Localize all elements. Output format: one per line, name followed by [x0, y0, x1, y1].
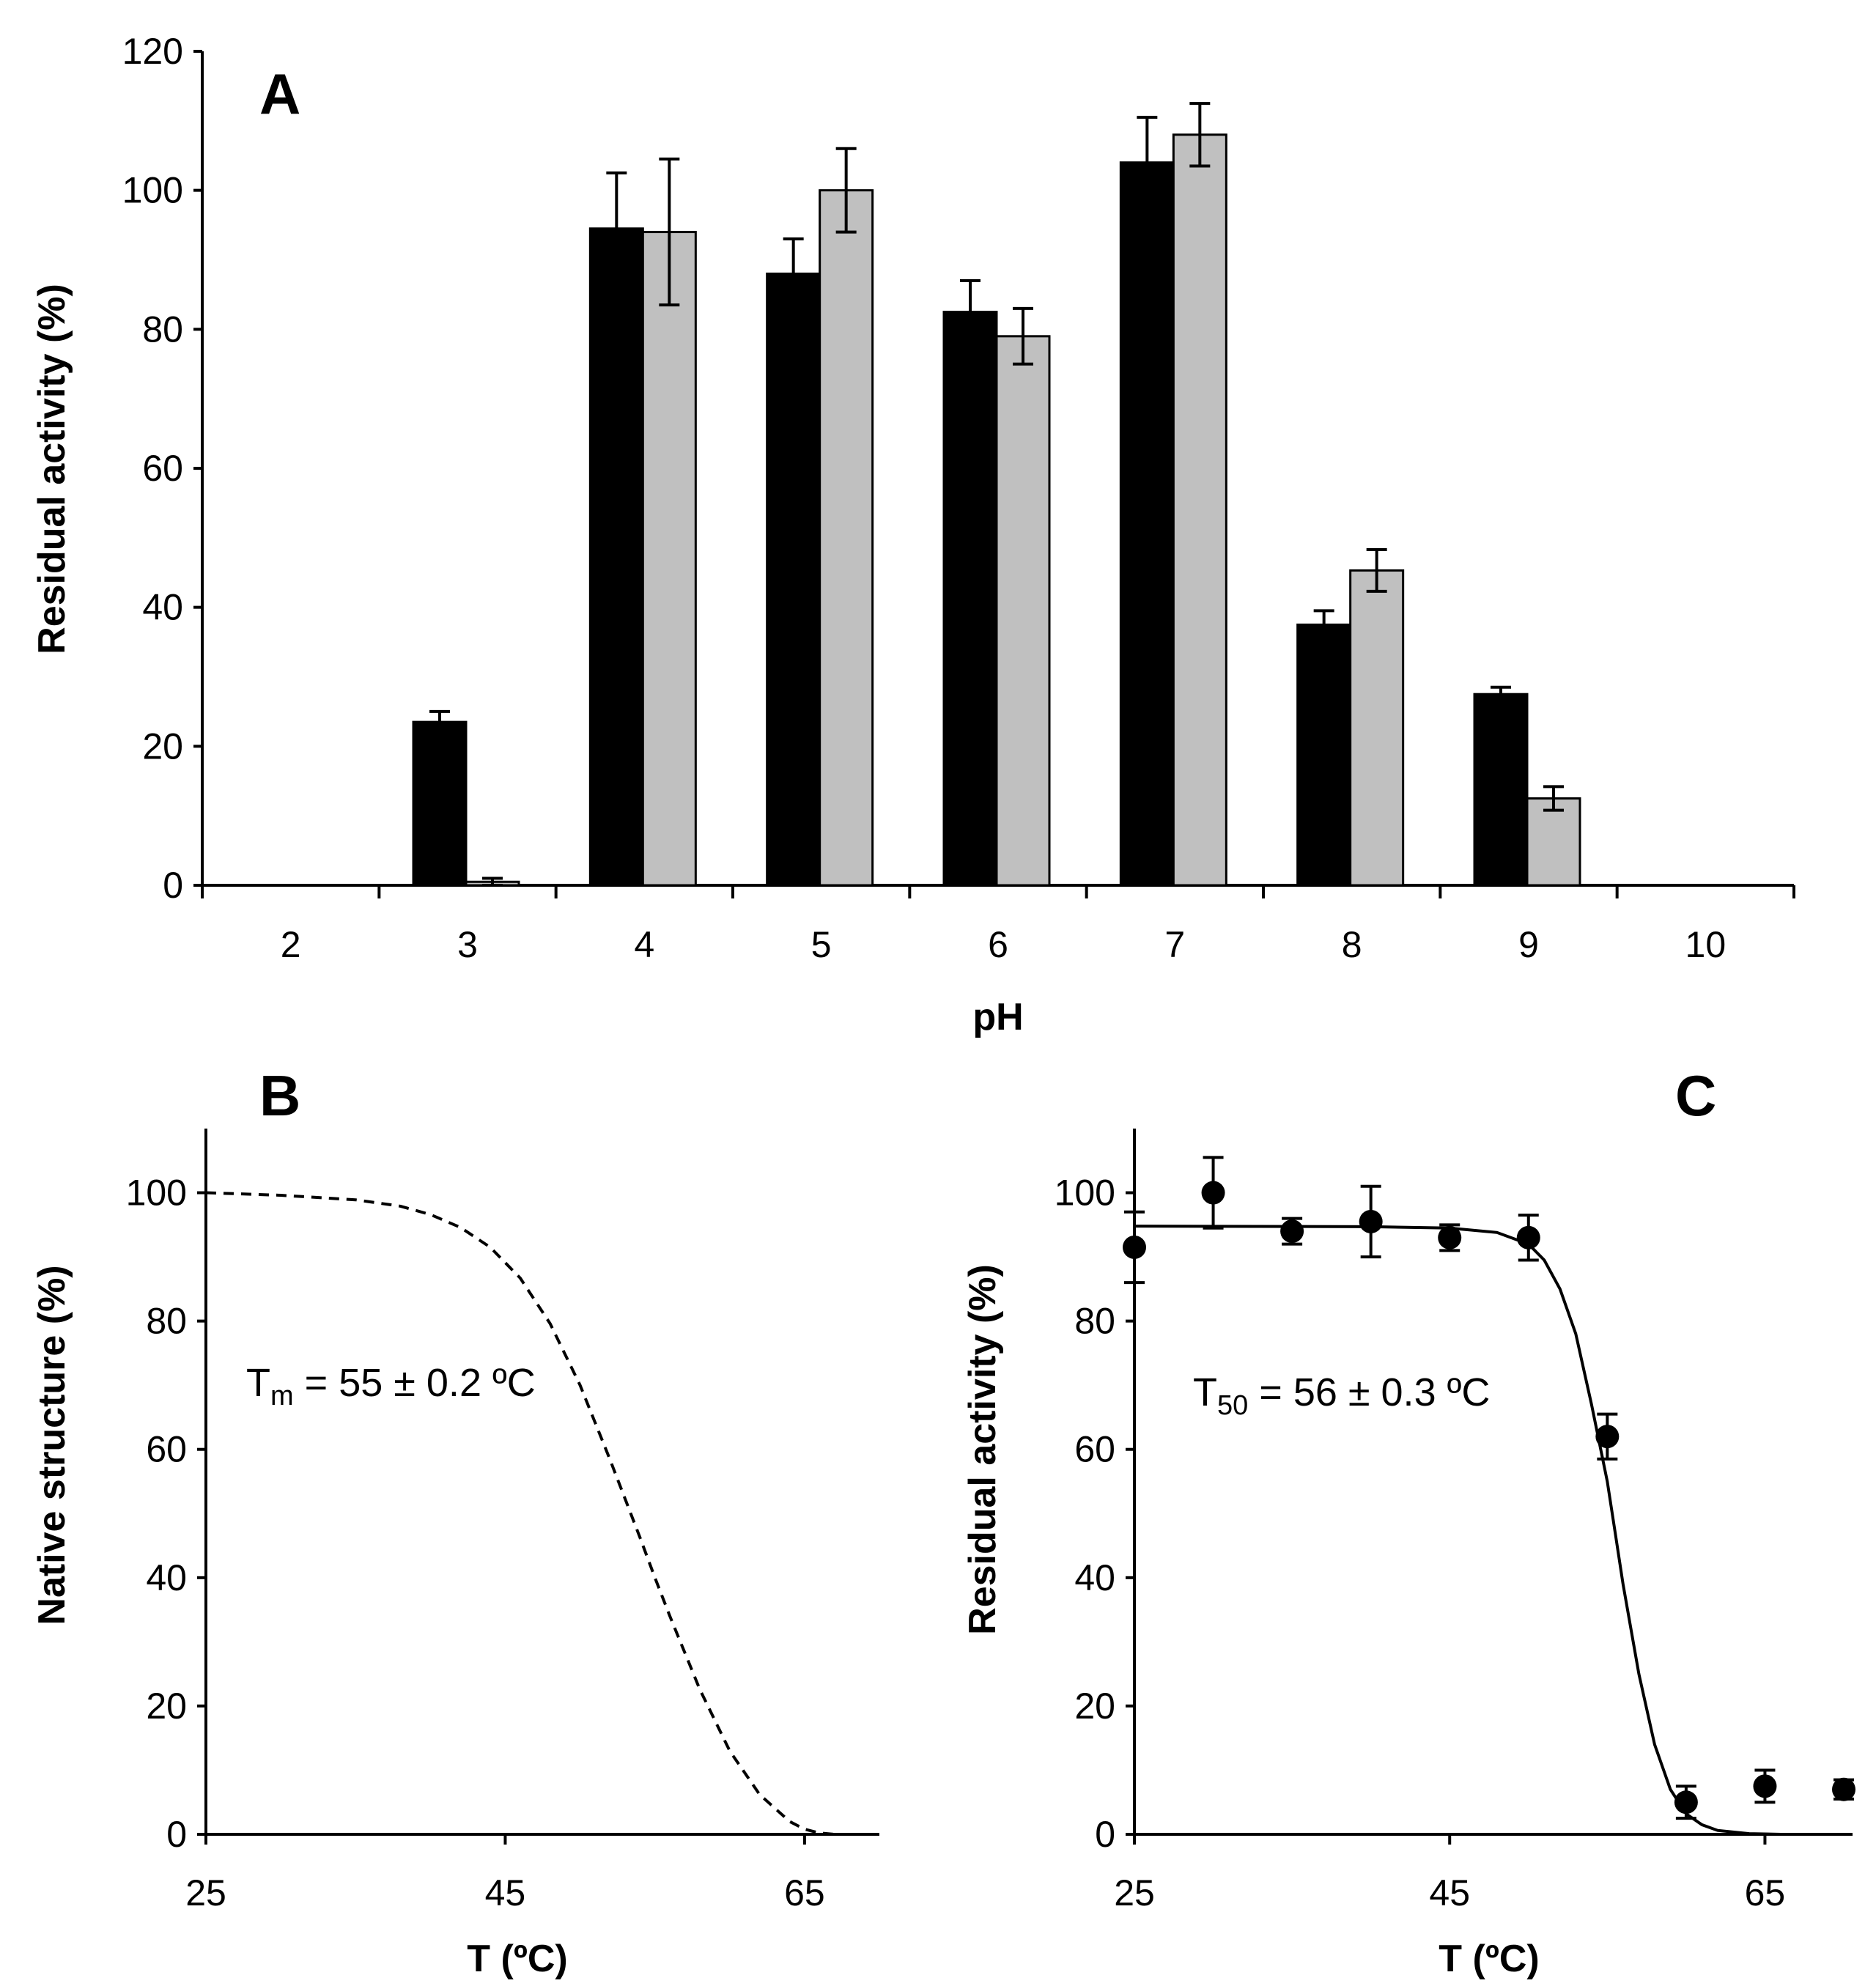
- panel-c-y-tick-label: 60: [1074, 1429, 1115, 1470]
- panel-b-x-tick-label: 45: [485, 1872, 526, 1913]
- panel-a-y-label: Residual activity (%): [31, 284, 73, 654]
- panel-c-data-point: [1753, 1774, 1777, 1798]
- panel-a-bar: [819, 189, 874, 887]
- panel-b-y-tick-label: 60: [146, 1429, 187, 1470]
- panel-c-y-label: Residual activity (%): [961, 1264, 1004, 1635]
- panel-c-x-tick-label: 25: [1114, 1872, 1155, 1913]
- panel-a-x-tick-label: 8: [1342, 924, 1362, 965]
- panel-c-data-point: [1280, 1219, 1304, 1244]
- panel-a-y-tick-label: 80: [142, 309, 183, 350]
- panel-c-y-ticks: 0 20 40 60 80 100: [1055, 1173, 1134, 1855]
- panel-c-y-tick-label: 80: [1074, 1301, 1115, 1342]
- panel-b-y-tick-label: 20: [146, 1686, 187, 1727]
- panel-a-bar: [1349, 569, 1405, 887]
- panel-a-bars: [412, 102, 1581, 887]
- panel-b-x-label: T (ºC): [467, 1938, 567, 1980]
- panel-b-tm-value: = 55 ± 0.2 ºC: [294, 1361, 536, 1405]
- panel-a-bar: [942, 311, 998, 887]
- panel-b-y-ticks: 0 20 40 60 80 100: [126, 1173, 206, 1855]
- panel-c-x-tick-label: 45: [1429, 1872, 1470, 1913]
- panel-c-x-ticks: 25 45 65: [1114, 1834, 1785, 1913]
- panel-a-x-tick-label: 3: [457, 924, 478, 965]
- panel-c-data-point: [1595, 1425, 1620, 1449]
- panel-a-bar: [766, 272, 821, 887]
- panel-a-bar: [1473, 693, 1529, 887]
- panel-a-bar: [1172, 133, 1227, 887]
- panel-c-data-point: [1201, 1181, 1225, 1205]
- panel-c-data-point: [1359, 1209, 1383, 1233]
- panel-b-y-label: Native structure (%): [31, 1265, 73, 1625]
- panel-c-data-point: [1516, 1225, 1540, 1249]
- panel-c-y-tick-label: 100: [1055, 1173, 1115, 1214]
- panel-a-x-tick-label: 7: [1164, 924, 1185, 965]
- panel-a-bar: [641, 231, 697, 887]
- panel-a-letter: A: [259, 62, 300, 126]
- panel-a-bar: [995, 335, 1051, 887]
- panel-a-bar: [1119, 161, 1175, 887]
- panel-a-x-ticks: 2 3 4 5 6 7 8 9 10: [201, 885, 1795, 965]
- panel-a-x-tick-label: 5: [811, 924, 832, 965]
- panel-a-bar: [412, 720, 468, 887]
- panel-a-x-tick-label: 10: [1685, 924, 1727, 965]
- panel-b-y-tick-label: 40: [146, 1557, 187, 1598]
- panel-c-x-label: T (ºC): [1439, 1938, 1539, 1980]
- panel-c-y-tick-label: 0: [1095, 1814, 1115, 1855]
- panel-a-x-tick-label: 9: [1518, 924, 1539, 965]
- panel-c-t50-annotation: T50 = 56 ± 0.3 ºC: [1193, 1370, 1490, 1421]
- panel-a-bar: [588, 227, 644, 887]
- panel-a-y-tick-label: 60: [142, 448, 183, 489]
- panel-c-x-tick-label: 65: [1745, 1872, 1786, 1913]
- panel-b-x-tick-label: 25: [185, 1872, 226, 1913]
- panel-b: 0 20 40 60 80 100 25 45 65 B Tm = 55 ± 0.2 ºC T…: [31, 1063, 879, 1980]
- panel-c-t50-subscript: 50: [1217, 1390, 1248, 1421]
- panel-b-x-ticks: 25 45 65: [185, 1834, 825, 1913]
- panel-b-y-tick-label: 0: [166, 1814, 187, 1855]
- panel-c-data-point: [1674, 1790, 1698, 1815]
- panel-a-y-tick-label: 20: [142, 726, 183, 767]
- panel-a-y-tick-label: 40: [142, 587, 183, 628]
- panel-b-unfolding-curve: [205, 1191, 835, 1836]
- panel-a: 0 20 40 60 80 100 120 2 3 4 5 6 7 8 9 10 A pH Residual…: [31, 31, 1795, 1038]
- panel-c-t50-symbol: T: [1193, 1370, 1217, 1414]
- panel-c-y-tick-label: 40: [1074, 1557, 1115, 1598]
- panel-a-y-tick-label: 0: [163, 865, 183, 906]
- panel-b-x-tick-label: 65: [784, 1872, 825, 1913]
- panel-a-bar: [1296, 623, 1352, 887]
- panel-b-tm-annotation: Tm = 55 ± 0.2 ºC: [246, 1361, 536, 1411]
- panel-b-letter: B: [259, 1063, 300, 1128]
- panel-a-x-tick-label: 4: [634, 924, 654, 965]
- panel-a-x-label: pH: [972, 996, 1023, 1038]
- panel-b-tm-symbol: T: [246, 1361, 270, 1405]
- panel-a-y-ticks: 0 20 40 60 80 100 120: [122, 31, 202, 906]
- panel-c-t50-value: = 56 ± 0.3 ºC: [1248, 1370, 1490, 1414]
- panel-b-tm-subscript: m: [270, 1381, 294, 1411]
- panel-a-bar: [1526, 797, 1581, 887]
- panel-c-data-point: [1832, 1777, 1855, 1801]
- panel-a-y-tick-label: 100: [122, 170, 183, 211]
- panel-c-y-tick-label: 20: [1074, 1686, 1115, 1727]
- panel-c-data-point: [1438, 1225, 1462, 1249]
- panel-c-points: [1123, 1156, 1855, 1820]
- panel-b-y-tick-label: 100: [126, 1173, 187, 1214]
- panel-b-y-tick-label: 80: [146, 1301, 187, 1342]
- panel-a-x-tick-label: 2: [281, 924, 301, 965]
- panel-c-fit-curve: [1134, 1225, 1781, 1836]
- panel-c-data-point: [1123, 1235, 1146, 1259]
- panel-a-y-tick-label: 120: [122, 31, 183, 72]
- panel-c-letter: C: [1675, 1063, 1716, 1128]
- panel-a-x-tick-label: 6: [988, 924, 1008, 965]
